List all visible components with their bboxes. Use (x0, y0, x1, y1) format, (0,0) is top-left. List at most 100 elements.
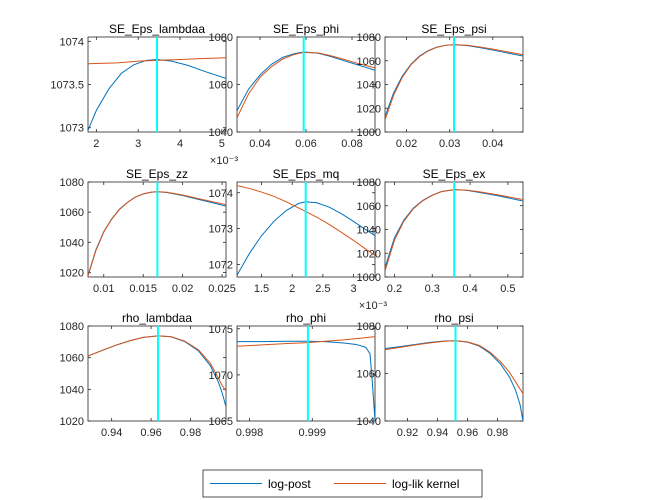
x-tick-label: 0.06 (295, 138, 316, 150)
panel-se-eps-phi: 0.04 0.06 0.08 1040 1060 1080 SE_Eps_phi (209, 22, 376, 150)
x-tick-label: 0.04 (249, 138, 270, 150)
x-tick-label: 0.4 (462, 283, 477, 295)
series-group (88, 191, 226, 277)
panel-title: SE_Eps_zz (126, 167, 188, 181)
series-line-log-lik-kernel (88, 335, 226, 392)
panel-title: rho_lambdaa (122, 311, 192, 325)
y-tick-label: 1074 (209, 188, 233, 200)
x-tick-label: 0.96 (457, 427, 478, 439)
x-tick-label: 4 (177, 138, 183, 150)
x-tick-label: 0.94 (101, 427, 122, 439)
x-tick-label: 0.03 (439, 138, 460, 150)
panel-se-eps-lambdaa: 2 3 4 5 1073 1073.5 1074 ×10⁻³ SE_Eps_lambdaa (50, 22, 238, 167)
series-group (88, 335, 226, 407)
x-tick-label: 2 (289, 283, 295, 295)
panel-title: SE_Eps_psi (421, 22, 486, 36)
y-tick-label: 1000 (357, 272, 381, 284)
panel-rho-lambdaa: 0.94 0.96 0.98 1020 1040 1060 1080 rho_lambdaa (60, 311, 227, 439)
x-tick-label: 0.94 (427, 427, 448, 439)
x-tick-label: 0.999 (299, 427, 327, 439)
panel-title: SE_Eps_ex (423, 167, 486, 181)
x-tick-label: 0.08 (341, 138, 362, 150)
y-tick-label: 1020 (357, 248, 381, 260)
x-tick-label: 3 (350, 283, 356, 295)
y-tick-label: 1060 (60, 207, 84, 219)
y-tick-label: 1072 (209, 259, 233, 271)
panel-title: SE_Eps_mq (273, 167, 340, 181)
legend-label-log-post: log-post (268, 477, 311, 491)
x-tick-label: 0.04 (482, 138, 503, 150)
y-tick-label: 1040 (357, 80, 381, 92)
y-tick-label: 1080 (357, 321, 381, 333)
y-tick-label: 1060 (357, 201, 381, 213)
x-tick-label: 5 (219, 138, 225, 150)
y-tick-label: 1020 (60, 416, 84, 428)
y-tick-label: 1080 (357, 32, 381, 44)
y-tick-label: 1060 (60, 353, 84, 365)
panel-title: rho_phi (286, 311, 326, 325)
x-tick-label: 0.96 (140, 427, 161, 439)
panel-title: rho_psi (434, 311, 473, 325)
panel-rho-psi: 0.92 0.94 0.96 0.98 1040 1060 1080 rho_psi (357, 311, 524, 439)
panel-se-eps-mq: 1.5 2 2.5 3 1072 1073 1074 ×10⁻³ SE_Eps_mq (209, 167, 388, 312)
x-tick-label: 2.5 (315, 283, 330, 295)
x-tick-label: 0.02 (396, 138, 417, 150)
y-tick-label: 1080 (60, 321, 84, 333)
x-tick-label: 0.998 (236, 427, 264, 439)
y-tick-label: 1073.5 (50, 80, 84, 92)
y-tick-label: 1080 (209, 32, 233, 44)
x-tick-label: 0.5 (500, 283, 515, 295)
plot-area (236, 325, 376, 422)
y-tick-label: 1040 (357, 225, 381, 237)
y-tick-label: 1080 (357, 177, 381, 189)
x-tick-label: 0.92 (397, 427, 418, 439)
series-line-log-lik-kernel (385, 189, 523, 272)
y-tick-label: 1073 (60, 123, 84, 135)
x-tick-label: 0.025 (208, 283, 236, 295)
series-group (237, 336, 375, 421)
x-exponent-label: ×10⁻³ (359, 300, 387, 312)
x-tick-label: 0.2 (387, 283, 402, 295)
x-tick-label: 0.01 (93, 283, 114, 295)
subplot-grid: 2 3 4 5 1073 1073.5 1074 ×10⁻³ SE_Eps_lambdaa 0.0… (50, 22, 524, 439)
panel-se-eps-psi: 0.02 0.03 0.04 1000 1020 1040 1060 1080 SE_Eps_p… (357, 22, 524, 150)
y-tick-label: 1020 (60, 267, 84, 279)
y-tick-label: 1000 (357, 127, 381, 139)
y-tick-label: 1060 (209, 80, 233, 92)
y-tick-label: 1074 (60, 36, 84, 48)
y-tick-label: 1080 (60, 177, 84, 189)
y-tick-label: 1065 (209, 416, 233, 428)
x-tick-label: 3 (135, 138, 141, 150)
series-line-log-lik-kernel (88, 191, 226, 277)
y-tick-label: 1075 (209, 324, 233, 336)
series-group (385, 340, 523, 421)
plot-area (236, 36, 376, 133)
series-line-log-post (237, 340, 375, 421)
x-tick-label: 0.3 (425, 283, 440, 295)
x-tick-label: 0.98 (487, 427, 508, 439)
panel-title: SE_Eps_phi (273, 22, 339, 36)
y-tick-label: 1040 (60, 237, 84, 249)
panel-se-eps-zz: 0.01 0.015 0.02 0.025 1020 1040 1060 1080 SE_Eps… (60, 167, 236, 295)
plot-area (384, 325, 524, 422)
x-tick-label: 2 (93, 138, 99, 150)
y-tick-label: 1040 (209, 127, 233, 139)
series-line-log-lik-kernel (385, 340, 523, 394)
y-tick-label: 1060 (357, 369, 381, 381)
legend-label-log-lik-kernel: log-lik kernel (392, 477, 459, 491)
y-tick-label: 1070 (209, 370, 233, 382)
series-group (385, 189, 523, 272)
x-tick-label: 1.5 (254, 283, 269, 295)
x-tick-label: 0.02 (172, 283, 193, 295)
x-tick-label: 0.98 (180, 427, 201, 439)
series-group (385, 44, 523, 121)
x-exponent-label: ×10⁻³ (210, 155, 238, 167)
x-tick-label: 0.015 (129, 283, 157, 295)
y-tick-label: 1040 (357, 416, 381, 428)
panel-se-eps-ex: 0.2 0.3 0.4 0.5 1000 1020 1040 1060 1080 SE_Eps_e… (357, 167, 524, 295)
series-line-log-lik-kernel (385, 44, 523, 121)
legend: log-post log-lik kernel (202, 469, 483, 498)
y-tick-label: 1060 (357, 56, 381, 68)
y-tick-label: 1040 (60, 384, 84, 396)
